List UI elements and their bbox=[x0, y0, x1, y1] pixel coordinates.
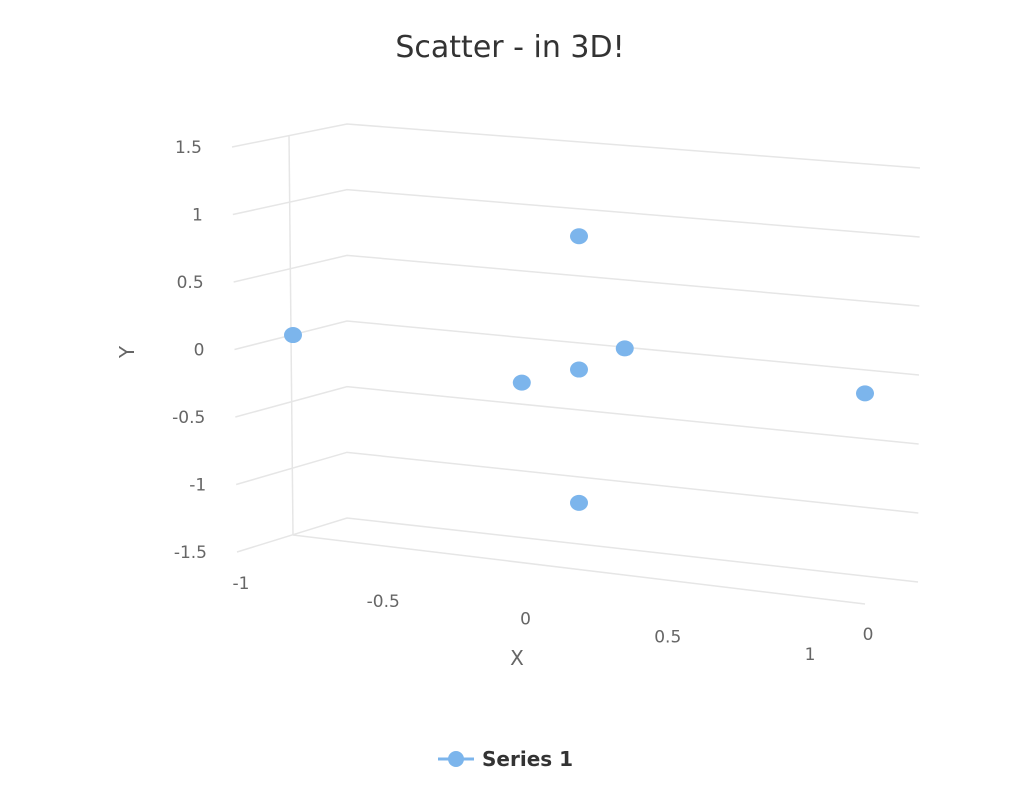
data-point bbox=[570, 494, 588, 511]
y-gridline bbox=[236, 517, 919, 583]
x-axis-line bbox=[292, 534, 866, 605]
data-point bbox=[615, 340, 634, 357]
series-points bbox=[284, 228, 874, 511]
grid bbox=[231, 123, 921, 605]
y-gridline bbox=[232, 188, 920, 238]
y-axis-ticks: 1.5 1 0.5 0 -0.5 -1 -1.5 bbox=[172, 138, 207, 563]
data-point bbox=[512, 374, 531, 391]
y-gridline bbox=[233, 254, 920, 307]
z-tick-label: 0 bbox=[863, 625, 874, 645]
y-tick-label: 0.5 bbox=[177, 273, 204, 293]
x-axis-ticks: -1 -0.5 0 0.5 1 bbox=[233, 574, 816, 665]
y-tick-label: -1.5 bbox=[174, 543, 207, 563]
y-tick-label: -1 bbox=[189, 476, 206, 496]
x-tick-label: 0.5 bbox=[654, 627, 681, 647]
y-tick-label: -0.5 bbox=[172, 408, 205, 428]
chart-title: Scatter - in 3D! bbox=[395, 30, 624, 65]
y-gridline bbox=[235, 451, 919, 514]
x-axis-title: X bbox=[510, 646, 524, 670]
legend-label: Series 1 bbox=[482, 747, 573, 771]
y-gridline bbox=[231, 123, 921, 169]
x-tick-label: 1 bbox=[805, 645, 816, 665]
y-gridline bbox=[235, 385, 919, 445]
x-tick-label: -0.5 bbox=[367, 592, 400, 612]
data-point bbox=[284, 327, 302, 344]
y-tick-label: 0 bbox=[194, 341, 205, 361]
data-point bbox=[570, 361, 588, 378]
legend-marker-icon bbox=[448, 751, 464, 767]
y-gridline bbox=[234, 320, 920, 376]
y-axis-title: Y bbox=[115, 345, 139, 359]
data-point bbox=[570, 228, 588, 245]
legend-item-series-1[interactable]: Series 1 bbox=[438, 747, 573, 771]
y-tick-label: 1 bbox=[192, 206, 203, 226]
x-tick-label: -1 bbox=[233, 574, 250, 594]
x-tick-label: 0 bbox=[520, 610, 531, 630]
data-point bbox=[856, 385, 874, 402]
y-tick-label: 1.5 bbox=[175, 138, 202, 158]
